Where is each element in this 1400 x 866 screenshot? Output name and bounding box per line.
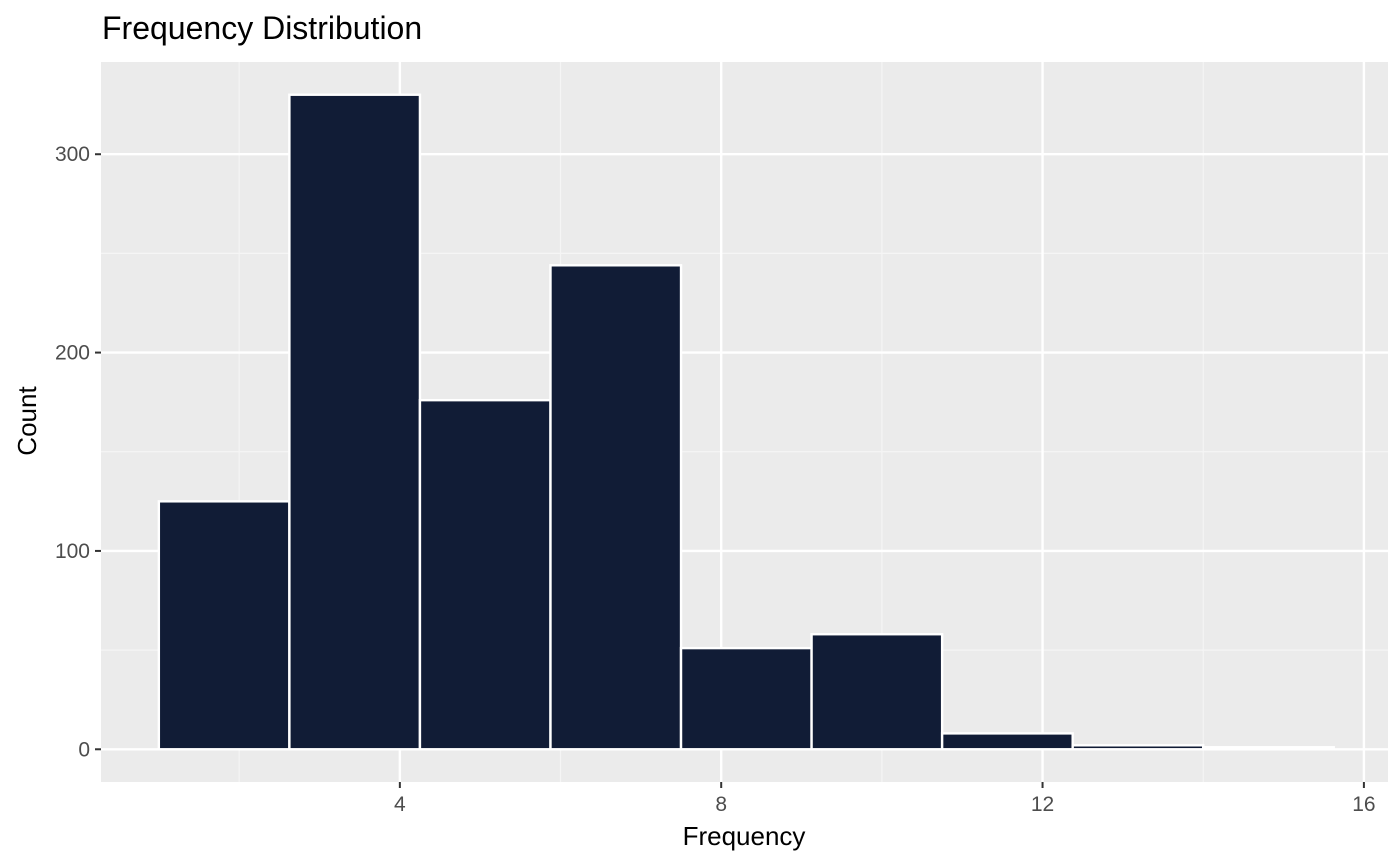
y-tick-label: 100 bbox=[55, 540, 90, 563]
x-tick-label: 4 bbox=[394, 793, 406, 816]
histogram-bar bbox=[940, 732, 1074, 751]
histogram-bars bbox=[157, 93, 1335, 751]
x-axis-title: Frequency bbox=[683, 821, 806, 851]
chart-title: Frequency Distribution bbox=[102, 10, 422, 46]
histogram-bar bbox=[157, 500, 291, 751]
histogram-bar bbox=[1071, 744, 1205, 751]
x-tick-label: 12 bbox=[1031, 793, 1054, 816]
x-tick-label: 16 bbox=[1352, 793, 1375, 816]
y-axis-title: Count bbox=[12, 386, 42, 456]
histogram-bar bbox=[549, 264, 683, 751]
y-tick-label: 300 bbox=[55, 143, 90, 166]
y-axis: 0 100 200 300 bbox=[55, 143, 101, 761]
histogram-bar bbox=[1202, 746, 1335, 751]
y-tick-label: 200 bbox=[55, 342, 90, 365]
x-axis: 4 8 12 16 bbox=[394, 782, 1376, 816]
histogram-bar bbox=[418, 398, 552, 751]
histogram-bar bbox=[810, 633, 944, 751]
x-tick-label: 8 bbox=[715, 793, 727, 816]
histogram-bar bbox=[679, 646, 813, 751]
y-tick-label: 0 bbox=[78, 738, 90, 761]
histogram-bar bbox=[288, 93, 422, 751]
